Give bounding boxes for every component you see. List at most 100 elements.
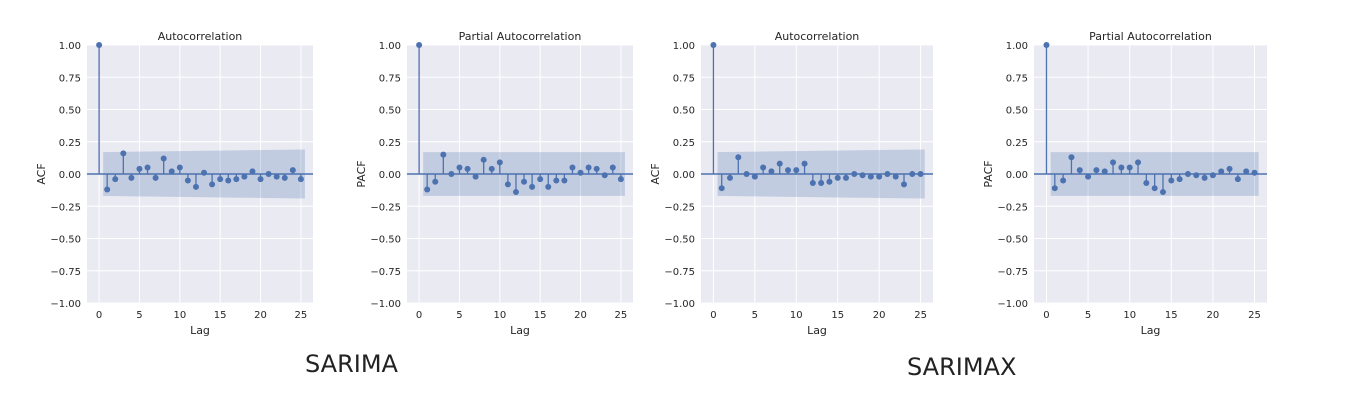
- point-lag-5: [1085, 173, 1092, 180]
- point-lag-10: [176, 164, 183, 171]
- point-lag-13: [201, 169, 208, 176]
- point-lag-0: [1043, 42, 1050, 48]
- point-lag-12: [512, 189, 519, 196]
- point-lag-5: [136, 165, 143, 172]
- y-tick-label: 1.00: [59, 41, 81, 52]
- point-lag-16: [545, 183, 552, 190]
- y-tick-label: 0.00: [673, 170, 695, 181]
- point-lag-13: [1151, 185, 1158, 192]
- y-tick-label: −0.25: [997, 202, 1028, 213]
- point-lag-17: [851, 171, 858, 177]
- point-lag-18: [859, 172, 866, 179]
- y-tick-label: 0.00: [379, 170, 401, 181]
- point-lag-2: [432, 178, 439, 185]
- y-tick-label: 0.50: [379, 106, 401, 117]
- point-lag-2: [727, 174, 733, 181]
- x-tick-label: 25: [615, 310, 628, 321]
- x-tick-label: 5: [1085, 310, 1091, 321]
- chart-title: Partial Autocorrelation: [459, 30, 582, 43]
- chart-panel-2: Partial Autocorrelation 1.00 0.75 0.50 0.25 0…: [355, 30, 633, 337]
- point-lag-3: [440, 151, 447, 158]
- caption-sarimax: SARIMAX: [907, 353, 1017, 381]
- y-tick-label: −0.25: [370, 202, 401, 213]
- y-tick-label: −1.00: [997, 299, 1028, 310]
- point-lag-24: [909, 171, 916, 177]
- chart-panel-3: Autocorrelation 1.00 0.75 0.50 0.25 0.00 −0.25…: [649, 30, 933, 337]
- x-axis-label: Lag: [1141, 324, 1161, 337]
- point-lag-15: [537, 176, 544, 183]
- x-tick-label: 25: [914, 310, 927, 321]
- chart-title: Autocorrelation: [775, 30, 860, 43]
- x-tick-label: 5: [456, 310, 462, 321]
- x-axis-label: Lag: [190, 324, 210, 337]
- point-lag-6: [1093, 167, 1100, 174]
- y-tick-label: 0.25: [379, 138, 401, 149]
- point-lag-14: [826, 178, 833, 185]
- y-tick-label: 0.25: [59, 138, 81, 149]
- chart-panel-1: Autocorrelation 1.00 0.75 0.50 0.25 0.00 −0.25…: [35, 30, 313, 337]
- point-lag-9: [168, 168, 175, 175]
- y-tick-label: 1.00: [379, 41, 401, 52]
- y-tick-label: −1.00: [50, 299, 81, 310]
- point-lag-18: [561, 177, 568, 184]
- y-axis-label: PACF: [355, 160, 368, 187]
- x-axis-label: Lag: [510, 324, 530, 337]
- point-lag-7: [472, 173, 479, 180]
- point-lag-19: [1201, 174, 1208, 181]
- point-lag-19: [569, 164, 576, 171]
- point-lag-3: [735, 154, 742, 161]
- point-lag-20: [257, 176, 264, 183]
- x-tick-label: 5: [752, 310, 758, 321]
- chart-title: Partial Autocorrelation: [1089, 30, 1212, 43]
- point-lag-7: [1101, 168, 1108, 175]
- x-tick-label: 15: [1165, 310, 1178, 321]
- y-tick-label: 0.75: [379, 73, 401, 84]
- point-lag-11: [504, 181, 511, 188]
- point-lag-8: [776, 160, 783, 167]
- point-lag-2: [112, 176, 119, 183]
- x-axis-label: Lag: [807, 324, 827, 337]
- x-tick-label: 20: [873, 310, 886, 321]
- point-lag-8: [480, 156, 487, 163]
- point-lag-14: [1159, 189, 1166, 196]
- point-lag-4: [448, 171, 455, 177]
- x-tick-label: 0: [96, 310, 102, 321]
- point-lag-22: [593, 165, 600, 172]
- point-lag-25: [617, 176, 624, 183]
- point-lag-9: [488, 165, 495, 172]
- y-tick-label: −1.00: [370, 299, 401, 310]
- point-lag-6: [144, 164, 151, 171]
- y-tick-label: 0.50: [673, 106, 695, 117]
- y-tick-label: 0.75: [673, 73, 695, 84]
- y-tick-label: 0.00: [1006, 170, 1028, 181]
- point-lag-5: [751, 173, 758, 180]
- y-tick-label: 0.50: [59, 106, 81, 117]
- y-tick-label: 0.25: [1006, 138, 1028, 149]
- point-lag-19: [867, 173, 874, 180]
- point-lag-23: [281, 174, 288, 181]
- caption-sarima: SARIMA: [305, 350, 398, 378]
- y-tick-label: −0.50: [997, 235, 1028, 246]
- y-tick-label: −0.50: [664, 235, 695, 246]
- point-lag-24: [609, 164, 616, 171]
- y-tick-label: −1.00: [664, 299, 695, 310]
- y-axis-label: PACF: [982, 160, 995, 187]
- point-lag-3: [120, 150, 127, 157]
- point-lag-19: [249, 168, 256, 175]
- x-tick-label: 15: [534, 310, 547, 321]
- point-lag-11: [1135, 159, 1142, 166]
- x-tick-label: 0: [710, 310, 716, 321]
- point-lag-20: [1209, 172, 1216, 179]
- x-tick-label: 10: [173, 310, 186, 321]
- y-tick-label: −0.25: [50, 202, 81, 213]
- y-tick-label: 0.75: [1006, 73, 1028, 84]
- point-lag-1: [1051, 185, 1058, 192]
- point-lag-0: [96, 42, 103, 48]
- point-lag-23: [601, 172, 608, 179]
- y-axis-label: ACF: [35, 163, 48, 184]
- point-lag-10: [793, 167, 800, 174]
- point-lag-20: [876, 173, 883, 180]
- point-lag-10: [1126, 164, 1133, 171]
- x-tick-label: 10: [493, 310, 506, 321]
- point-lag-1: [424, 186, 431, 193]
